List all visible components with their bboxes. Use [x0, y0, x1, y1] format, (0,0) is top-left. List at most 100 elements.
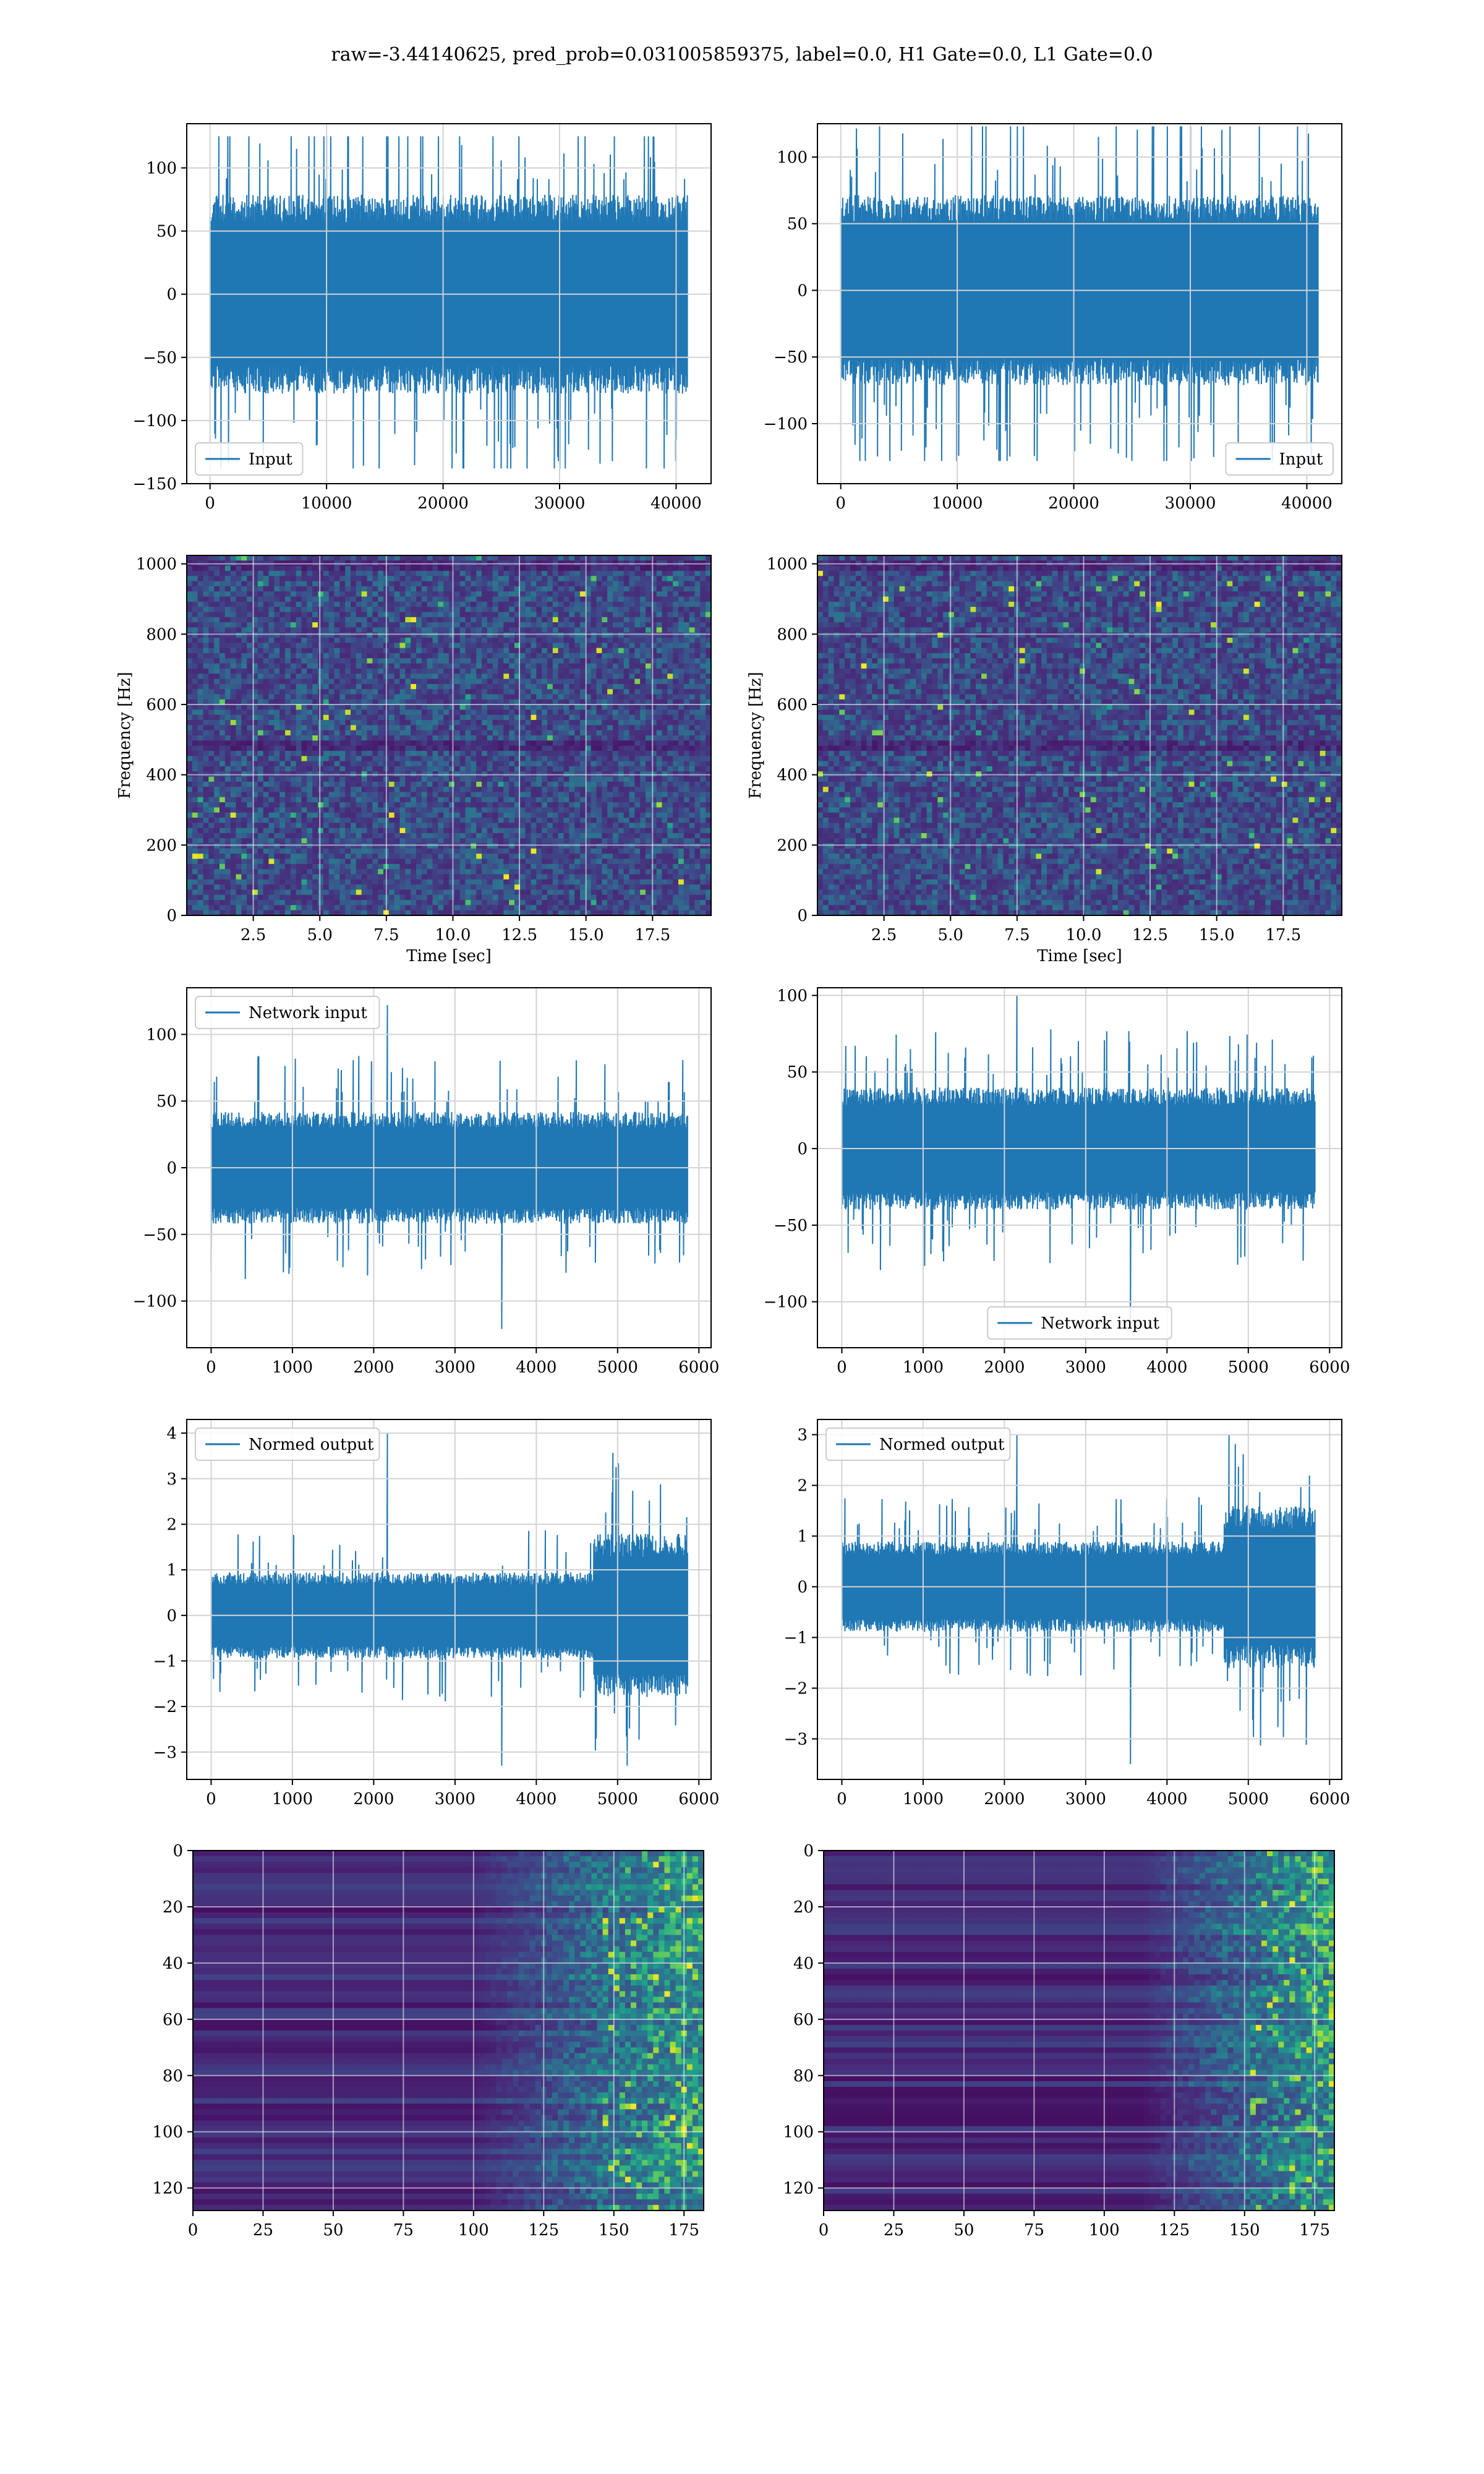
l1-normed-output-plot-area — [817, 1419, 1342, 1779]
l1-spectrogram-xlabel: Time [sec] — [1037, 947, 1122, 965]
h1-network-input-ytick-label-4: 100 — [146, 1025, 177, 1044]
h1-normed-output-ytick-label-1: −2 — [153, 1698, 177, 1716]
l1-normed-output-legend-box — [825, 1427, 1011, 1461]
l1-feature-map-axes: 0 25 50 75 100 125 150 175 0 20 40 60 80 100 120 — [783, 1842, 1335, 2240]
l1-input-xtick-label-0: 0 — [835, 494, 846, 513]
l1-network-input-xtick-label-5: 5000 — [1228, 1358, 1269, 1377]
l1-network-input-xtick-label-2: 2000 — [984, 1358, 1025, 1377]
h1-feature-map-ytick-label-2: 40 — [163, 1954, 183, 1973]
h1-normed-output-ytick-label-6: 3 — [166, 1470, 177, 1489]
l1-spectrogram-axes: 2.5 5.0 7.5 10.0 12.5 15.0 17.5 0 200 400 600 800 10… — [746, 555, 1342, 965]
h1-network-input-ytick-label-1: −50 — [143, 1226, 177, 1244]
l1-spectrogram-ytick-label-1: 200 — [777, 836, 808, 855]
h1-network-input-xtick-label-4: 4000 — [516, 1358, 556, 1377]
h1-network-input-xtick-label-6: 6000 — [678, 1358, 719, 1377]
l1-spectrogram-xtick-label-6: 17.5 — [1265, 926, 1301, 944]
l1-feature-map-ytick-label-5: 100 — [783, 2123, 814, 2142]
l1-input-legend-box — [1225, 442, 1334, 476]
l1-network-input-legend-label: Network input — [1041, 1314, 1159, 1333]
h1-spectrogram-ytick-label-3: 600 — [146, 696, 177, 714]
h1-feature-map-ytick-label-6: 120 — [152, 2180, 183, 2198]
h1-spectrogram-xtick-label-3: 10.0 — [435, 926, 471, 944]
l1-normed-output-xtick-label-1: 1000 — [903, 1790, 944, 1808]
l1-feature-map-xtick-label-2: 50 — [953, 2221, 974, 2240]
l1-input-ytick-label-2: 0 — [797, 281, 808, 300]
l1-input-xtick-label-2: 20000 — [1048, 494, 1099, 513]
h1-normed-output-ytick-label-0: −3 — [153, 1744, 177, 1762]
l1-spectrogram-ytick-label-3: 600 — [777, 696, 808, 714]
l1-feature-map-ytick-label-3: 60 — [793, 2011, 814, 2029]
l1-input-frame — [817, 123, 1342, 484]
h1-spectrogram-ytick-label-4: 800 — [146, 625, 177, 644]
l1-spectrogram-plot-area — [817, 555, 1342, 915]
h1-feature-map-ytick-label-4: 80 — [163, 2067, 183, 2086]
h1-spectrogram-plot-area — [187, 555, 711, 915]
h1-normed-output-xtick-label-6: 6000 — [678, 1790, 719, 1808]
h1-network-input-plot-area — [187, 988, 711, 1348]
h1-feature-map-ytick-label-3: 60 — [163, 2011, 183, 2029]
h1-network-input-xtick-label-1: 1000 — [272, 1358, 313, 1377]
h1-network-input-ytick-label-0: −100 — [133, 1293, 177, 1311]
h1-input-legend: Input — [195, 442, 304, 476]
h1-normed-output-legend-label: Normed output — [249, 1436, 374, 1454]
l1-network-input-legend: Network input — [987, 1306, 1172, 1340]
h1-normed-output-xtick-label-2: 2000 — [353, 1790, 394, 1808]
l1-network-input-series-line — [841, 995, 1316, 1322]
h1-input-frame — [186, 123, 712, 484]
h1-normed-output-series-line — [210, 1433, 688, 1766]
h1-spectrogram-xlabel: Time [sec] — [406, 947, 492, 965]
l1-feature-map-ytick-label-2: 40 — [793, 1954, 814, 1973]
l1-spectrogram-xtick-label-2: 7.5 — [1004, 926, 1030, 944]
h1-normed-output-xtick-label-0: 0 — [206, 1790, 216, 1808]
l1-feature-map-xtick-label-0: 0 — [819, 2221, 829, 2240]
h1-feature-map-xtick-label-7: 175 — [668, 2221, 699, 2240]
h1-spectrogram-xtick-label-1: 5.0 — [307, 926, 333, 944]
l1-normed-output-frame — [817, 1419, 1342, 1780]
l1-input-legend: Input — [1225, 442, 1334, 476]
h1-input-xtick-label-2: 20000 — [417, 494, 469, 513]
l1-input-xtick-label-1: 10000 — [932, 494, 983, 513]
h1-feature-map-ytick-label-0: 0 — [173, 1842, 183, 1860]
l1-spectrogram-frame — [817, 555, 1342, 916]
l1-input-ytick-label-1: −50 — [774, 348, 808, 367]
l1-network-input-ytick-label-2: 0 — [797, 1140, 808, 1158]
h1-normed-output-ytick-label-7: 4 — [166, 1424, 177, 1443]
h1-input-plot-area — [187, 124, 711, 484]
h1-network-input-xtick-label-5: 5000 — [597, 1358, 638, 1377]
l1-spectrogram-ytick-label-5: 1000 — [767, 555, 808, 574]
h1-input-xtick-label-4: 40000 — [650, 494, 702, 513]
h1-network-input-legend-box — [195, 996, 380, 1029]
h1-spectrogram-xtick-label-5: 15.0 — [568, 926, 604, 944]
l1-input-axes: 0 10000 20000 30000 40000 −100 −50 0 50 100 Input — [764, 123, 1342, 513]
h1-normed-output-xtick-label-3: 3000 — [435, 1790, 475, 1808]
l1-normed-output-xtick-label-5: 5000 — [1228, 1790, 1269, 1808]
l1-spectrogram-xtick-label-4: 12.5 — [1132, 926, 1168, 944]
h1-input-ytick-label-5: 100 — [146, 159, 177, 178]
l1-normed-output-xtick-label-2: 2000 — [984, 1790, 1025, 1808]
l1-feature-map-ytick-label-6: 120 — [783, 2180, 814, 2198]
l1-normed-output-ytick-label-6: 3 — [797, 1426, 808, 1445]
l1-feature-map-xtick-label-4: 100 — [1089, 2221, 1120, 2240]
l1-spectrogram-ytick-label-0: 0 — [797, 907, 808, 925]
l1-input-legend-label: Input — [1279, 450, 1323, 469]
l1-feature-map-frame — [823, 1850, 1335, 2211]
h1-spectrogram-xtick-label-0: 2.5 — [241, 926, 266, 944]
h1-feature-map-xtick-label-5: 125 — [528, 2221, 559, 2240]
l1-normed-output-legend: Normed output — [825, 1427, 1011, 1461]
h1-input-series-line — [209, 136, 688, 469]
h1-feature-map-axes: 0 25 50 75 100 125 150 175 0 20 40 60 80 100 120 — [152, 1842, 704, 2240]
h1-feature-map-xtick-label-4: 100 — [458, 2221, 489, 2240]
h1-spectrogram-xtick-label-6: 17.5 — [634, 926, 670, 944]
h1-network-input-xtick-label-0: 0 — [206, 1358, 216, 1377]
l1-network-input-xtick-label-0: 0 — [837, 1358, 847, 1377]
l1-network-input-xtick-label-6: 6000 — [1309, 1358, 1350, 1377]
l1-normed-output-xtick-label-4: 4000 — [1146, 1790, 1187, 1808]
l1-input-plot-area — [817, 124, 1342, 484]
h1-normed-output-legend-box — [195, 1427, 380, 1461]
h1-feature-map-plot-area — [193, 1851, 704, 2211]
l1-normed-output-ytick-label-4: 1 — [797, 1528, 808, 1546]
l1-feature-map-ytick-label-4: 80 — [793, 2067, 814, 2086]
h1-normed-output-ytick-label-4: 1 — [166, 1561, 177, 1580]
h1-feature-map-frame — [192, 1850, 704, 2211]
h1-normed-output-frame — [186, 1419, 712, 1780]
